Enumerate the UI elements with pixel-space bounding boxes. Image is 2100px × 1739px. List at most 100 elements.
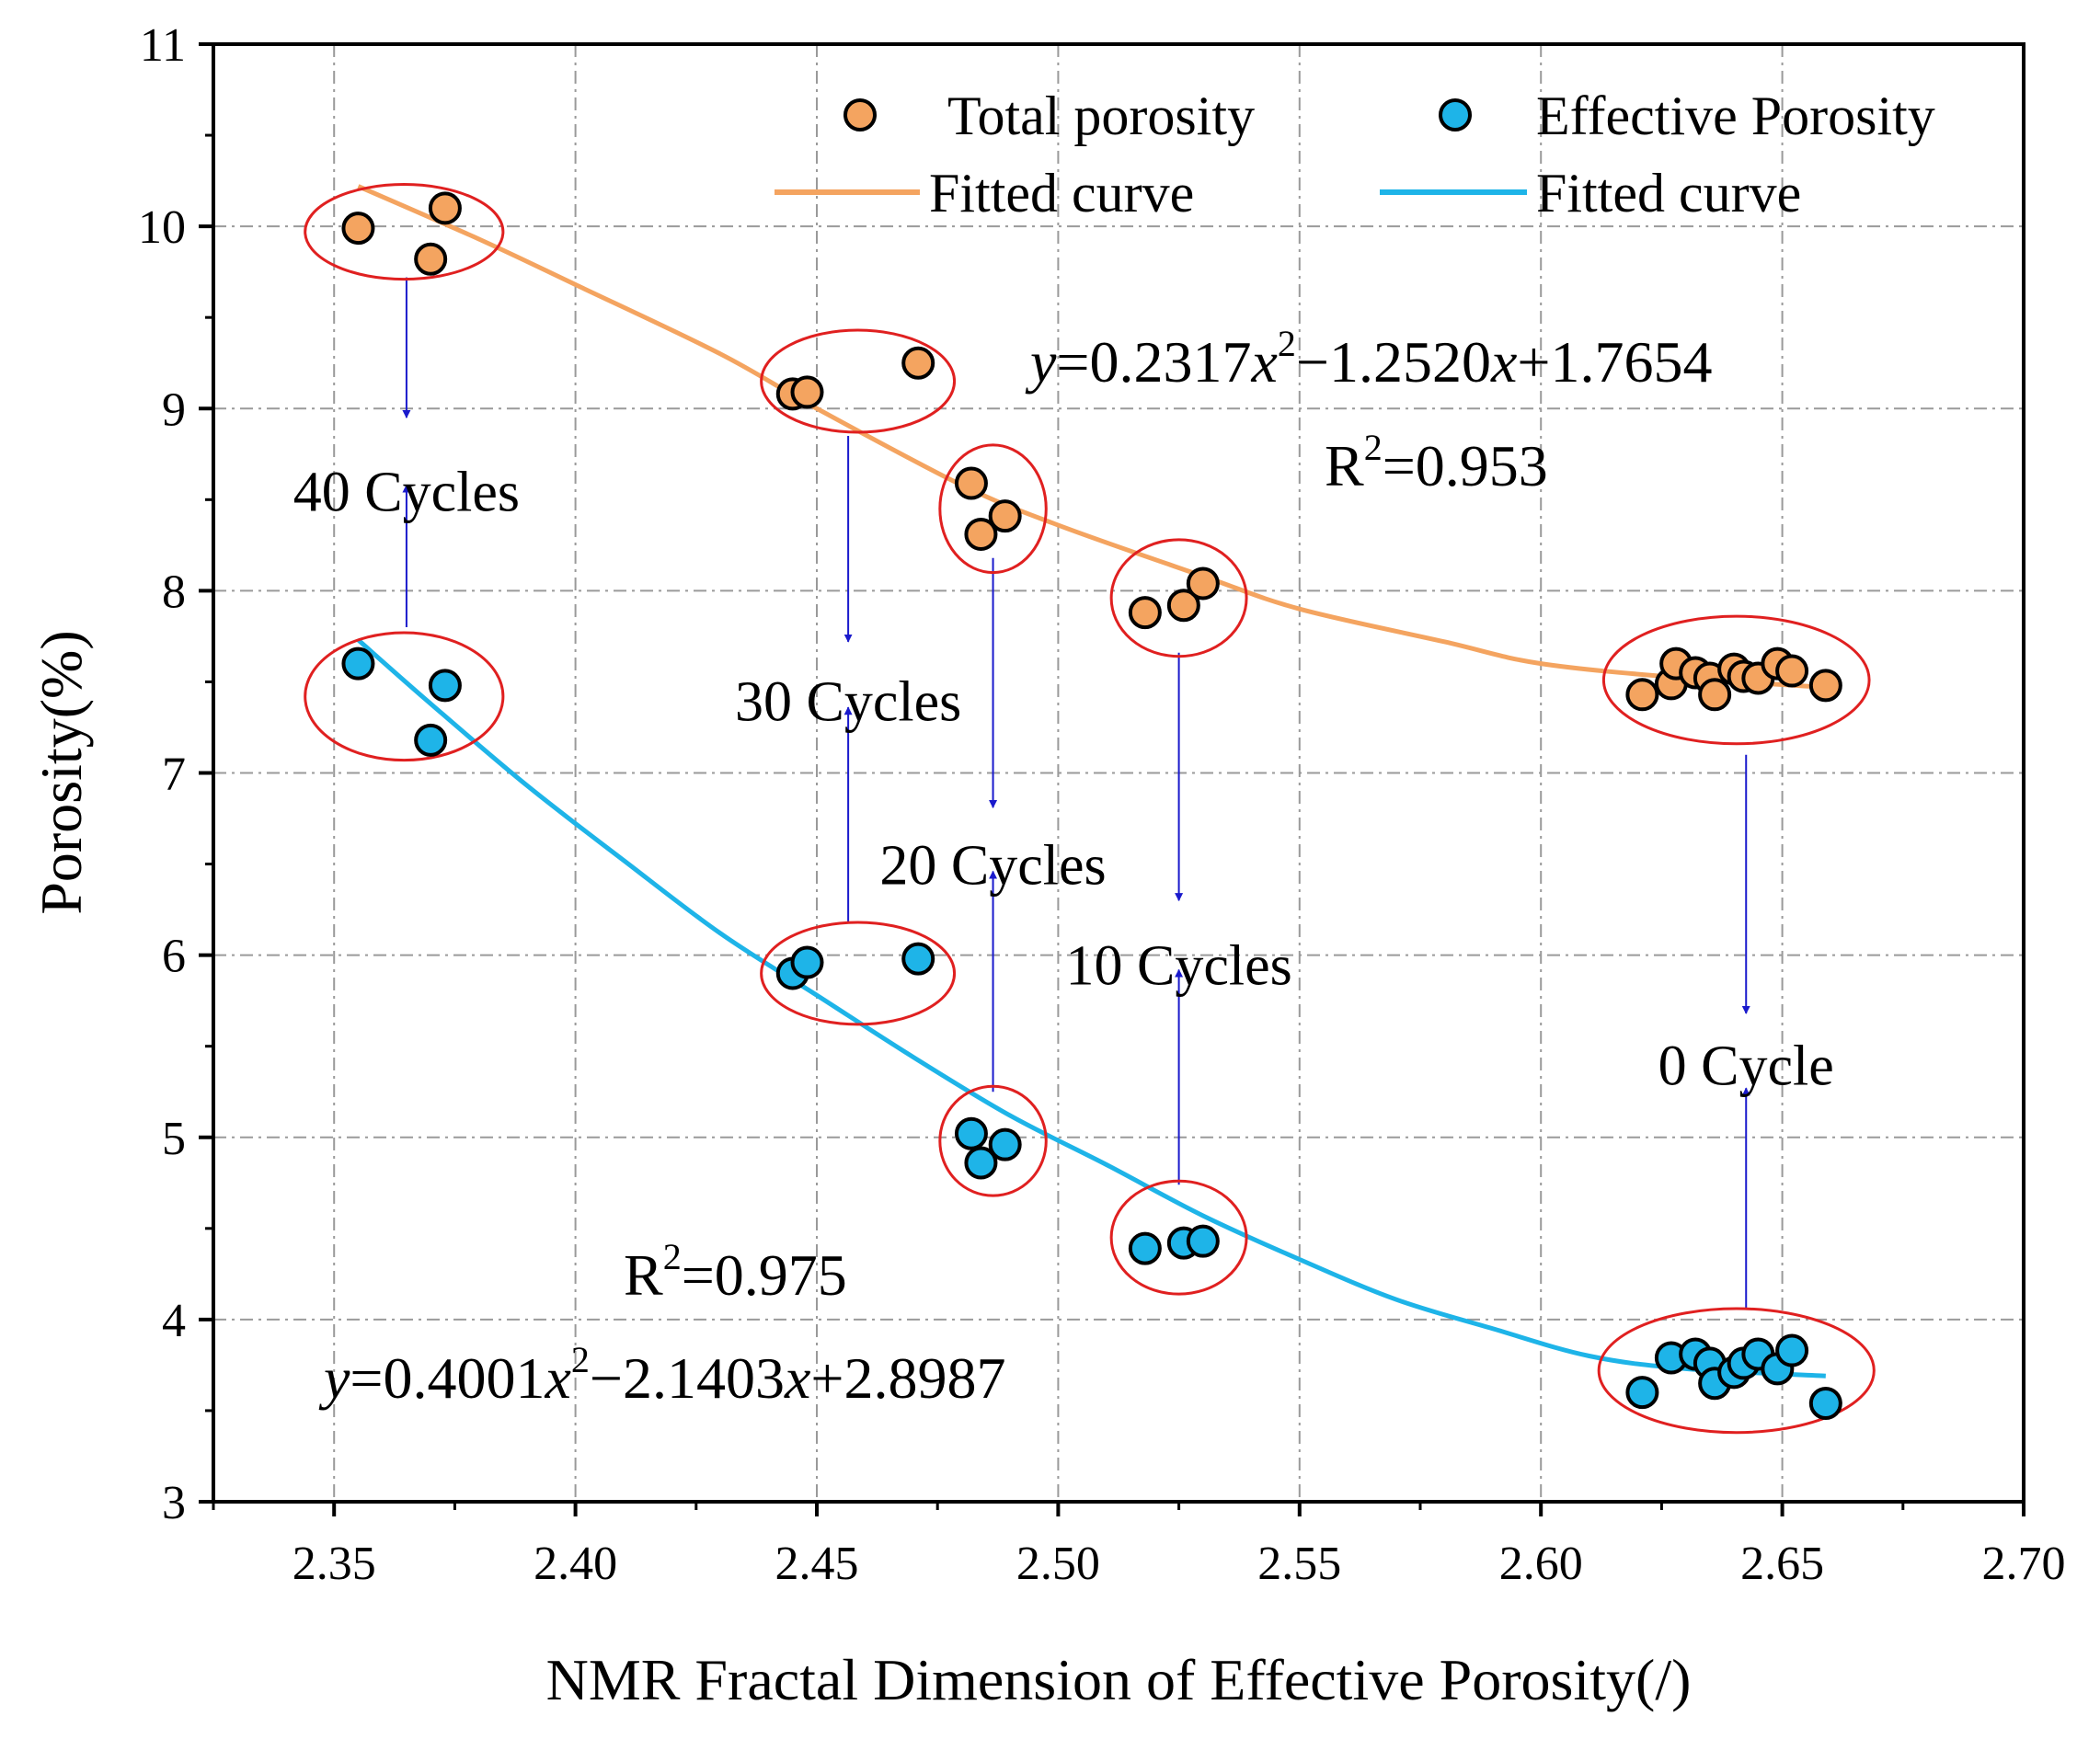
x-tick-label: 2.40	[534, 1538, 617, 1590]
cycle-ellipse	[938, 1084, 1048, 1197]
cycle-ellipses	[304, 183, 1876, 1435]
y-tick-label: 11	[140, 19, 186, 72]
total-porosity-point	[414, 242, 448, 276]
cycle-label: 30 Cycles	[735, 670, 961, 733]
x-tick-label: 2.60	[1499, 1538, 1583, 1590]
eq-total-a: =0.2317	[1056, 329, 1251, 395]
cycle-labels: 40 Cycles 30 Cycles 20 Cycles 10 Cycles 0 Cy…	[293, 461, 1834, 1097]
r2-total-pow: 2	[1364, 427, 1383, 468]
y-tick-label: 3	[162, 1477, 186, 1529]
total-porosity-point	[1166, 589, 1200, 623]
eq-effective-x2: x	[784, 1345, 810, 1411]
effective-porosity-point	[414, 723, 448, 757]
x-tick-label: 2.65	[1740, 1538, 1824, 1590]
effective-porosity-point	[964, 1146, 998, 1180]
y-tick-label: 6	[162, 931, 186, 983]
total-porosity-point	[790, 375, 824, 409]
effective-porosity-point	[1775, 1333, 1809, 1367]
effective-porosity-point	[1128, 1231, 1162, 1265]
x-tick-label: 2.70	[1982, 1538, 2066, 1590]
total-porosity-point	[964, 517, 998, 551]
r2-effective-r: R	[624, 1242, 663, 1308]
y-tick-label: 10	[138, 201, 186, 254]
r2-total-val: =0.953	[1383, 433, 1548, 498]
r2-effective-pow: 2	[663, 1236, 682, 1277]
cycle-ellipse	[760, 328, 957, 434]
total-porosity-point	[341, 212, 375, 246]
r2-effective-val: =0.975	[682, 1242, 847, 1308]
cycle-ellipse	[1109, 1179, 1248, 1296]
fitted-curve-effective	[356, 637, 1826, 1379]
legend-marker-total	[843, 98, 877, 132]
data-points	[341, 191, 1842, 1421]
fitted-curve-total	[357, 184, 1826, 690]
effective-porosity-point	[1808, 1387, 1842, 1421]
x-tick-label: 2.50	[1016, 1538, 1100, 1590]
eq-effective-b: −2.1403	[590, 1345, 785, 1411]
total-porosity-point	[1808, 669, 1842, 703]
cycle-ellipse	[304, 183, 505, 281]
cycle-arrows	[402, 277, 1750, 1309]
legend: Total porosity Effective Porosity Fitted…	[775, 86, 1935, 223]
y-tick-label: 4	[162, 1295, 186, 1347]
eq-total-c: +1.7654	[1517, 329, 1712, 395]
legend-label-fit-total: Fitted curve	[929, 163, 1194, 223]
eq-effective-c: +2.8987	[810, 1345, 1005, 1411]
eq-total-x2: x	[1490, 329, 1517, 395]
y-tick-label: 9	[162, 383, 186, 436]
r2-total: R2=0.953	[1325, 427, 1548, 498]
cycle-label: 10 Cycles	[1065, 935, 1291, 998]
total-porosity-point	[1625, 678, 1659, 712]
effective-porosity-point	[1186, 1224, 1220, 1258]
eq-total-x1: x	[1251, 329, 1278, 395]
effective-porosity-point	[988, 1127, 1022, 1161]
y-tick-label: 7	[162, 749, 186, 801]
y-tick-label: 5	[162, 1113, 186, 1165]
legend-label-fit-effective: Fitted curve	[1536, 163, 1801, 223]
x-tick-label: 2.35	[293, 1538, 376, 1590]
total-porosity-point	[988, 499, 1022, 533]
eq-total-pow: 2	[1278, 323, 1296, 364]
total-porosity-point	[428, 191, 462, 225]
eq-effective-a: =0.4001	[350, 1345, 545, 1411]
r2-effective: R2=0.975	[624, 1236, 847, 1308]
x-tick-label: 2.55	[1257, 1538, 1341, 1590]
fitted-curves	[356, 184, 1826, 1379]
cycle-label: 40 Cycles	[293, 461, 520, 523]
r2-total-r: R	[1325, 433, 1364, 498]
x-axis-title: NMR Fractal Dimension of Effective Poros…	[546, 1647, 1692, 1712]
effective-porosity-point	[341, 646, 375, 681]
grid-layer	[213, 44, 2024, 1502]
legend-marker-effective	[1439, 98, 1472, 132]
cycle-label: 0 Cycle	[1658, 1035, 1834, 1098]
cycle-ellipse	[1601, 614, 1871, 746]
axis-ticks: 2.35 2.40 2.45 2.50 2.55 2.60 2.65 2.70 3 4 5 6 7 8 9 1…	[138, 19, 2066, 1590]
y-tick-label: 8	[162, 566, 186, 618]
eq-effective-y: y	[318, 1345, 350, 1411]
eq-effective-pow: 2	[571, 1339, 590, 1380]
eq-total-y: y	[1025, 329, 1057, 395]
cycle-label: 20 Cycles	[879, 835, 1106, 898]
legend-label-total: Total porosity	[947, 86, 1255, 146]
effective-porosity-point	[954, 1116, 988, 1150]
x-tick-label: 2.45	[775, 1538, 859, 1590]
equation-effective: y=0.4001x2−2.1403x+2.8987	[318, 1339, 1006, 1411]
y-axis-title: Porosity(%)	[29, 630, 94, 914]
cycle-ellipse	[304, 631, 505, 762]
total-porosity-point	[1698, 678, 1732, 712]
total-porosity-point	[954, 466, 988, 500]
cycle-ellipse	[938, 443, 1048, 575]
total-porosity-point	[1128, 596, 1162, 630]
equation-total: y=0.2317x2−1.2520x+1.7654	[1025, 323, 1713, 395]
cycle-ellipse	[1597, 1307, 1876, 1435]
total-porosity-point	[1775, 654, 1809, 688]
cycle-ellipse	[760, 921, 957, 1026]
effective-porosity-point	[428, 669, 462, 703]
total-porosity-point	[1186, 566, 1220, 601]
effective-porosity-point	[901, 942, 935, 976]
legend-label-effective: Effective Porosity	[1536, 86, 1935, 146]
eq-effective-x1: x	[545, 1345, 571, 1411]
total-porosity-point	[901, 346, 935, 380]
